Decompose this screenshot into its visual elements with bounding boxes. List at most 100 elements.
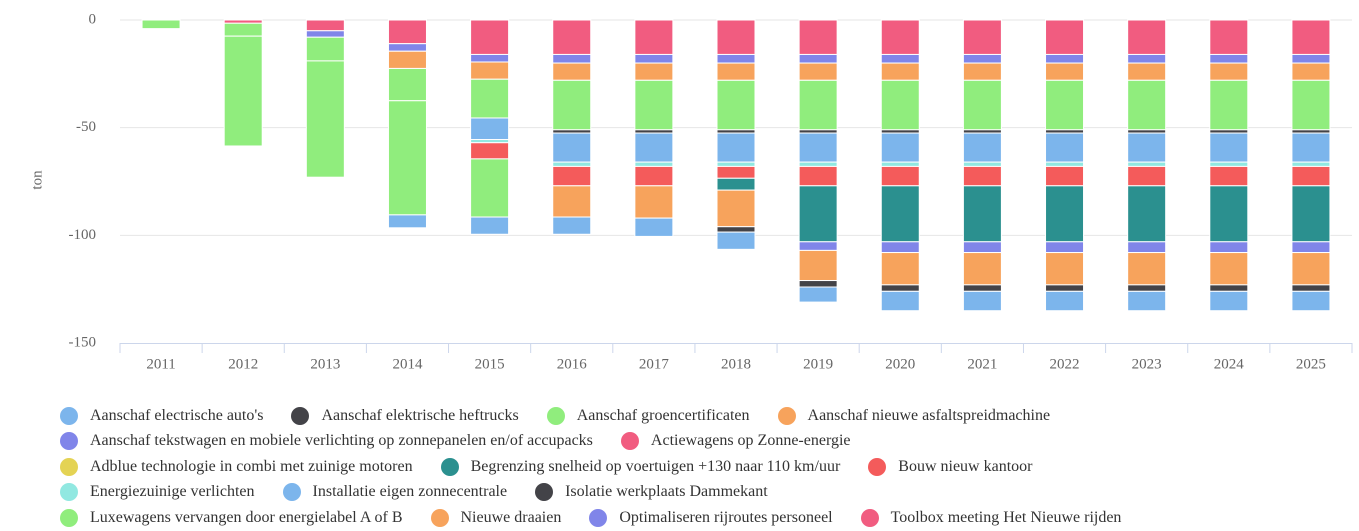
- y-tick-label: 0: [89, 11, 97, 27]
- legend-item[interactable]: Aanschaf tekstwagen en mobiele verlichti…: [60, 432, 593, 451]
- legend-item[interactable]: Isolatie werkplaats Dammekant: [535, 483, 768, 502]
- chart: ton 0 -50 -100 -150 2011 2012 2013 2014 2015 2016…: [29, 11, 1353, 372]
- x-tick-label: 2015: [475, 356, 505, 372]
- legend-marker: [589, 508, 608, 527]
- bar-segment: [716, 231, 756, 250]
- bar-segment: [387, 19, 427, 45]
- bar-segment: [880, 290, 920, 312]
- bar-segment: [634, 53, 674, 64]
- bar-segment: [962, 62, 1002, 81]
- x-tick-label: 2021: [967, 356, 997, 372]
- legend-item[interactable]: Actiewagens op Zonne-energie: [620, 432, 851, 451]
- legend-label: Energiezuinige verlichten: [90, 483, 255, 501]
- x-tick-label: 2020: [885, 356, 915, 372]
- legend-marker: [440, 457, 459, 476]
- bar-segment: [716, 79, 756, 131]
- x-tick-label: 2018: [721, 356, 751, 372]
- bar-segment: [962, 79, 1002, 131]
- bar-segment: [634, 161, 674, 167]
- bar-segment: [880, 185, 920, 243]
- x-tick-label: 2022: [1050, 356, 1080, 372]
- bar-segment: [716, 53, 756, 64]
- bar-segment: [962, 290, 1002, 312]
- y-axis-label: ton: [29, 170, 45, 190]
- x-tick-label: 2025: [1296, 356, 1326, 372]
- legend-item[interactable]: Aanschaf nieuwe asfaltspreidmachine: [777, 406, 1050, 425]
- legend-item[interactable]: Luxewagens vervangen door energielabel A…: [60, 508, 403, 527]
- legend-marker: [60, 432, 78, 451]
- legend-item[interactable]: Nieuwe draaien: [430, 508, 562, 527]
- legend-marker: [430, 508, 449, 527]
- x-tick-label: 2024: [1214, 356, 1245, 372]
- bar-segment: [716, 19, 756, 55]
- bar-segment: [1209, 290, 1249, 312]
- bar-segment: [880, 62, 920, 81]
- bar-segment: [1127, 241, 1167, 254]
- legend-item[interactable]: Bouw nieuw kantoor: [868, 457, 1032, 476]
- legend-item[interactable]: Toolbox meeting Het Nieuwe rijden: [860, 508, 1121, 527]
- bar-segment: [1291, 53, 1331, 64]
- bar-segment: [1045, 241, 1085, 254]
- legend-row: Energiezuinige verlichten Installatie eig…: [60, 480, 1350, 506]
- bar-segment: [1045, 19, 1085, 55]
- bar-segment: [1291, 165, 1331, 187]
- bar-segment: [880, 241, 920, 254]
- bar-segment: [962, 165, 1002, 187]
- bar-segment: [387, 100, 427, 216]
- bar-segment: [1127, 132, 1167, 163]
- bar-segment: [634, 217, 674, 237]
- bar-segment: [962, 185, 1002, 243]
- bar-segment: [470, 142, 510, 160]
- bar-segment: [1209, 241, 1249, 254]
- bar-segment: [1045, 53, 1085, 64]
- legend-item[interactable]: Begrenzing snelheid op voertuigen +130 n…: [440, 457, 840, 476]
- bar-segment: [470, 117, 510, 141]
- bar-segment: [798, 165, 838, 187]
- x-tick-label: 2017: [639, 356, 670, 372]
- bar-segment: [552, 19, 592, 55]
- bar-segment: [1127, 185, 1167, 243]
- legend-item[interactable]: Installatie eigen zonnecentrale: [282, 483, 507, 502]
- bar-segment: [798, 62, 838, 81]
- bar-segment: [962, 241, 1002, 254]
- bar-segment: [470, 53, 510, 63]
- bar-segment: [305, 60, 345, 178]
- bar-segment: [880, 19, 920, 55]
- legend-item[interactable]: Aanschaf electrische auto's: [60, 406, 263, 425]
- bar-segment: [716, 226, 756, 233]
- bar-segment: [470, 78, 510, 119]
- bar-segment: [1209, 185, 1249, 243]
- legend-marker: [620, 432, 639, 451]
- y-tick-label: -100: [69, 227, 97, 243]
- bar-segment: [1209, 19, 1249, 55]
- legend-marker: [291, 406, 310, 425]
- bar-segment: [880, 284, 920, 292]
- bar-segment: [1045, 284, 1085, 292]
- x-tick-label: 2023: [1132, 356, 1162, 372]
- bar-segment: [1127, 165, 1167, 187]
- bar-segment: [552, 132, 592, 163]
- legend-item[interactable]: Adblue technologie in combi met zuinige …: [60, 457, 413, 476]
- bar-segment: [470, 61, 510, 80]
- bar-segment: [305, 36, 345, 62]
- bar-segment: [962, 284, 1002, 292]
- bar-segment: [1045, 165, 1085, 187]
- legend-item[interactable]: Energiezuinige verlichten: [60, 483, 255, 502]
- bar-segment: [387, 43, 427, 52]
- legend-item[interactable]: Optimaliseren rijroutes personeel: [589, 508, 833, 527]
- bar-segment: [1291, 19, 1331, 55]
- legend-row: Adblue technologie in combi met zuinige …: [60, 454, 1350, 480]
- bar-segment: [552, 185, 592, 218]
- legend-label: Luxewagens vervangen door energielabel A…: [90, 508, 403, 526]
- bar-segment: [798, 19, 838, 55]
- legend-row: Aanschaf tekstwagen en mobiele verlichti…: [60, 429, 1350, 455]
- bar-segment: [634, 62, 674, 81]
- bar-segment: [470, 216, 510, 235]
- legend-label: Isolatie werkplaats Dammekant: [565, 483, 768, 501]
- legend-label: Nieuwe draaien: [460, 508, 562, 526]
- bar-segment: [1127, 290, 1167, 312]
- legend-item[interactable]: Aanschaf elektrische heftrucks: [291, 406, 519, 425]
- bar-segment: [1127, 252, 1167, 286]
- bar-segment: [223, 22, 263, 37]
- legend-item[interactable]: Aanschaf groencertificaten: [546, 406, 750, 425]
